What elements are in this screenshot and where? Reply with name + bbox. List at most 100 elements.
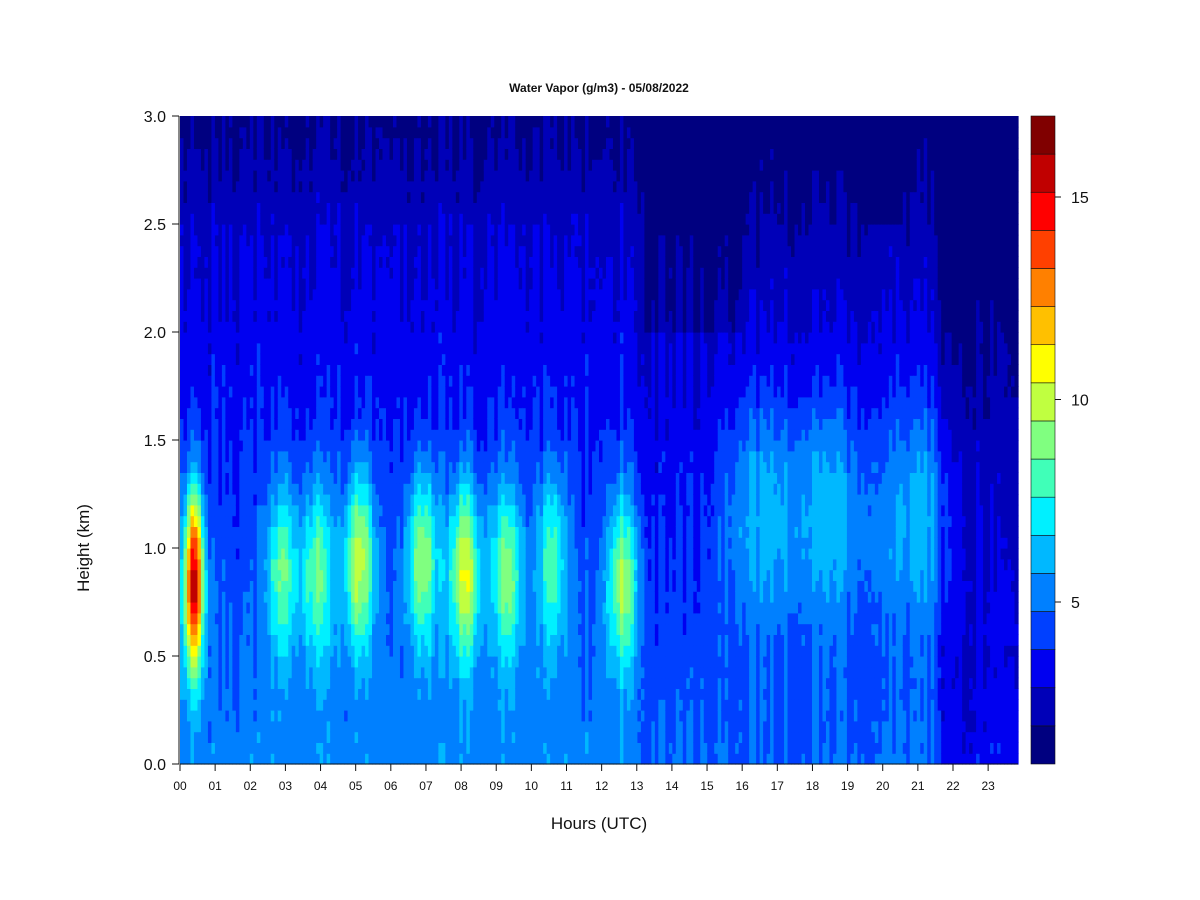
heatmap-cell <box>330 288 335 301</box>
heatmap-cell <box>197 353 202 365</box>
heatmap-cell <box>228 515 233 527</box>
heatmap-cell <box>309 602 314 614</box>
heatmap-cell <box>267 234 272 247</box>
heatmap-cell <box>372 634 377 646</box>
heatmap-cell <box>372 656 377 668</box>
heatmap-cell <box>312 677 317 689</box>
heatmap-cell <box>225 494 230 506</box>
heatmap-cell <box>333 548 338 560</box>
heatmap-cell <box>441 180 446 193</box>
heatmap-cell <box>399 202 405 214</box>
heatmap-cell <box>253 321 258 333</box>
heatmap-cell <box>431 224 436 236</box>
heatmap-cell <box>267 116 272 128</box>
heatmap-cell <box>298 656 303 668</box>
heatmap-cell <box>396 666 401 679</box>
heatmap-cell <box>452 321 457 333</box>
heatmap-cell <box>455 256 460 268</box>
heatmap-cell <box>413 720 419 733</box>
heatmap-cell <box>284 267 289 279</box>
heatmap-cell <box>232 418 237 430</box>
heatmap-cell <box>316 299 321 311</box>
heatmap-cell <box>249 224 254 236</box>
heatmap-cell <box>417 612 422 625</box>
heatmap-cell <box>448 731 453 743</box>
heatmap-cell <box>452 234 457 247</box>
heatmap-cell <box>256 710 261 722</box>
heatmap-cell <box>197 256 202 268</box>
heatmap-cell <box>249 116 254 128</box>
heatmap-cell <box>253 494 258 506</box>
heatmap-cell <box>186 267 192 279</box>
heatmap-cell <box>183 321 188 333</box>
heatmap-cell <box>319 537 324 549</box>
heatmap-cell <box>253 634 258 646</box>
heatmap-cell <box>312 623 317 635</box>
heatmap-cell <box>225 321 230 333</box>
heatmap-cell <box>372 537 377 549</box>
heatmap-cell <box>368 504 373 517</box>
heatmap-cell <box>431 396 436 409</box>
heatmap-cell <box>396 202 401 214</box>
heatmap-cell <box>392 710 398 722</box>
heatmap-cell <box>326 321 331 333</box>
heatmap-cell <box>295 494 300 506</box>
heatmap-cell <box>180 116 185 128</box>
heatmap-cell <box>396 137 401 149</box>
heatmap-cell <box>379 677 384 689</box>
heatmap-cell <box>186 234 192 247</box>
heatmap-cell <box>379 299 384 311</box>
heatmap-cell <box>197 170 202 182</box>
heatmap-cell <box>239 364 244 376</box>
heatmap-cell <box>413 170 419 182</box>
heatmap-cell <box>302 580 307 592</box>
heatmap-cell <box>406 526 412 538</box>
heatmap-cell <box>288 461 293 473</box>
heatmap-cell <box>197 418 202 430</box>
heatmap-cell <box>379 288 384 301</box>
heatmap-cell <box>455 126 460 139</box>
heatmap-cell <box>256 656 261 668</box>
heatmap-cell <box>211 483 216 495</box>
heatmap-cell <box>424 677 429 689</box>
heatmap-cell <box>462 353 467 365</box>
heatmap-cell <box>183 731 188 743</box>
heatmap-cell <box>221 429 226 441</box>
heatmap-cell <box>312 656 317 668</box>
heatmap-cell <box>459 504 464 517</box>
heatmap-cell <box>323 483 328 495</box>
heatmap-cell <box>434 753 439 765</box>
heatmap-cell <box>267 580 272 592</box>
heatmap-cell <box>190 342 195 355</box>
heatmap-cell <box>330 126 335 139</box>
heatmap-cell <box>319 159 324 171</box>
heatmap-cell <box>420 278 426 290</box>
heatmap-cell <box>434 483 439 495</box>
heatmap-cell <box>417 558 422 571</box>
heatmap-cell <box>417 148 422 160</box>
heatmap-cell <box>249 180 254 193</box>
heatmap-cell <box>434 634 439 646</box>
heatmap-cell <box>351 180 356 193</box>
heatmap-cell <box>441 569 446 581</box>
heatmap-cell <box>399 450 405 463</box>
heatmap-cell <box>406 472 412 484</box>
heatmap-cell <box>392 407 398 419</box>
heatmap-cell <box>256 591 261 603</box>
heatmap-cell <box>221 321 226 333</box>
heatmap-cell <box>333 612 338 625</box>
heatmap-cell <box>375 440 380 452</box>
heatmap-cell <box>340 461 345 473</box>
heatmap-cell <box>193 537 199 549</box>
heatmap-cell <box>221 396 226 409</box>
heatmap-cell <box>239 278 244 290</box>
heatmap-cell <box>466 731 471 743</box>
heatmap-cell <box>316 569 321 581</box>
heatmap-cell <box>452 688 457 700</box>
heatmap-cell <box>389 666 394 679</box>
heatmap-cell <box>358 116 363 128</box>
heatmap-cell <box>225 310 230 322</box>
heatmap-cell <box>274 569 279 581</box>
heatmap-cell <box>379 699 384 711</box>
heatmap-cell <box>427 224 432 236</box>
